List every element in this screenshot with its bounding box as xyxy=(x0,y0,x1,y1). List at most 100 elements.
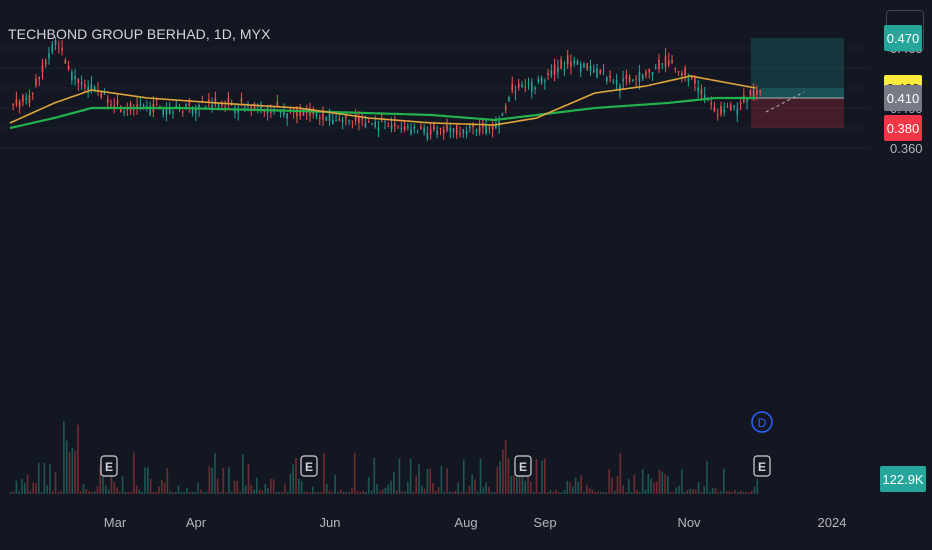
candle-body xyxy=(217,102,220,107)
candle-body xyxy=(547,73,549,75)
volume-bar xyxy=(630,491,633,494)
volume-bar xyxy=(639,491,641,494)
volume-bar xyxy=(597,491,599,494)
volume-bar xyxy=(152,492,155,494)
volume-bar xyxy=(60,490,62,494)
candle-body xyxy=(615,80,618,85)
candle-body xyxy=(635,78,637,80)
candle-body xyxy=(716,114,719,116)
volume-bar xyxy=(348,491,350,494)
candle-body xyxy=(325,117,328,121)
volume-bar xyxy=(756,479,759,494)
volume-bar xyxy=(135,485,138,494)
volume-bar xyxy=(160,479,163,494)
volume-bar xyxy=(742,491,745,494)
volume-bar xyxy=(558,491,560,494)
volume-bar xyxy=(325,483,328,494)
candle-body xyxy=(485,125,487,133)
price-badge-label: 0.380 xyxy=(887,121,920,136)
candle-body xyxy=(619,85,621,92)
candle-body xyxy=(465,130,468,135)
volume-bar xyxy=(627,478,630,494)
volume-bar xyxy=(311,486,314,494)
candle-body xyxy=(514,91,517,93)
volume-bar xyxy=(524,480,527,494)
volume-bar xyxy=(440,465,443,494)
volume-bar xyxy=(532,491,535,494)
candle-body xyxy=(720,106,722,115)
candle-body xyxy=(697,87,699,92)
candle-body xyxy=(579,63,582,72)
candle-body xyxy=(384,121,386,123)
candle-body xyxy=(736,108,739,116)
volume-bar xyxy=(12,491,15,494)
candle-body xyxy=(423,127,425,133)
volume-bar xyxy=(116,487,118,494)
volume-bar xyxy=(194,491,197,494)
volume-bar xyxy=(133,452,135,494)
candle-body xyxy=(674,67,677,69)
candle-body xyxy=(84,84,86,88)
volume-bar xyxy=(65,440,68,494)
volume-bar xyxy=(731,491,733,494)
candle-body xyxy=(61,47,63,51)
volume-bar xyxy=(569,482,571,494)
candle-body xyxy=(354,113,357,121)
volume-bar xyxy=(314,491,317,494)
volume-bar xyxy=(432,483,434,494)
candle-body xyxy=(204,106,207,108)
volume-bar xyxy=(546,491,549,494)
volume-bar xyxy=(555,489,557,494)
candle-body xyxy=(172,111,174,114)
volume-bar xyxy=(398,458,401,494)
volume-bar xyxy=(365,491,367,494)
candle-body xyxy=(380,120,383,122)
candle-body xyxy=(87,86,89,93)
candle-body xyxy=(756,90,758,95)
volume-bar xyxy=(521,469,524,494)
candle-body xyxy=(126,108,129,111)
volume-bar xyxy=(566,480,569,494)
volume-bar xyxy=(434,491,437,494)
volume-bar xyxy=(661,471,664,494)
volume-badge-label: 122.9K xyxy=(882,472,924,487)
price-badge: 0.470 xyxy=(884,25,922,51)
volume-bar xyxy=(345,491,348,494)
volume-bar xyxy=(71,448,74,494)
volume-bar xyxy=(538,491,541,494)
volume-bar xyxy=(119,491,121,494)
volume-bar xyxy=(292,464,294,494)
candle-body xyxy=(648,68,651,73)
volume-bar xyxy=(309,491,311,494)
candle-body xyxy=(71,71,73,80)
candle-body xyxy=(416,129,419,131)
earnings-marker: E xyxy=(514,455,532,477)
candle-body xyxy=(478,126,481,133)
volume-bar xyxy=(18,491,20,494)
volume-bar xyxy=(323,452,325,494)
candle-body xyxy=(318,117,321,119)
volume-bar xyxy=(49,464,51,494)
volume-bar xyxy=(474,479,476,494)
candle-body xyxy=(358,116,360,123)
volume-bar xyxy=(51,491,54,494)
candle-body xyxy=(583,63,585,67)
volume-bar xyxy=(605,492,608,494)
candle-body xyxy=(586,63,589,70)
candle-body xyxy=(35,78,37,86)
volume-bar xyxy=(510,476,513,494)
candle-body xyxy=(208,99,210,103)
candle-body xyxy=(658,59,660,69)
earnings-label: E xyxy=(105,460,113,474)
candle-body xyxy=(253,103,256,112)
volume-bar xyxy=(625,491,627,494)
candle-body xyxy=(64,60,67,64)
volume-bar xyxy=(493,491,496,494)
candle-body xyxy=(90,84,93,89)
candle-body xyxy=(256,106,259,108)
volume-bar xyxy=(502,449,504,494)
volume-bar xyxy=(225,491,227,494)
candle-body xyxy=(638,72,641,82)
volume-bar xyxy=(530,481,532,494)
